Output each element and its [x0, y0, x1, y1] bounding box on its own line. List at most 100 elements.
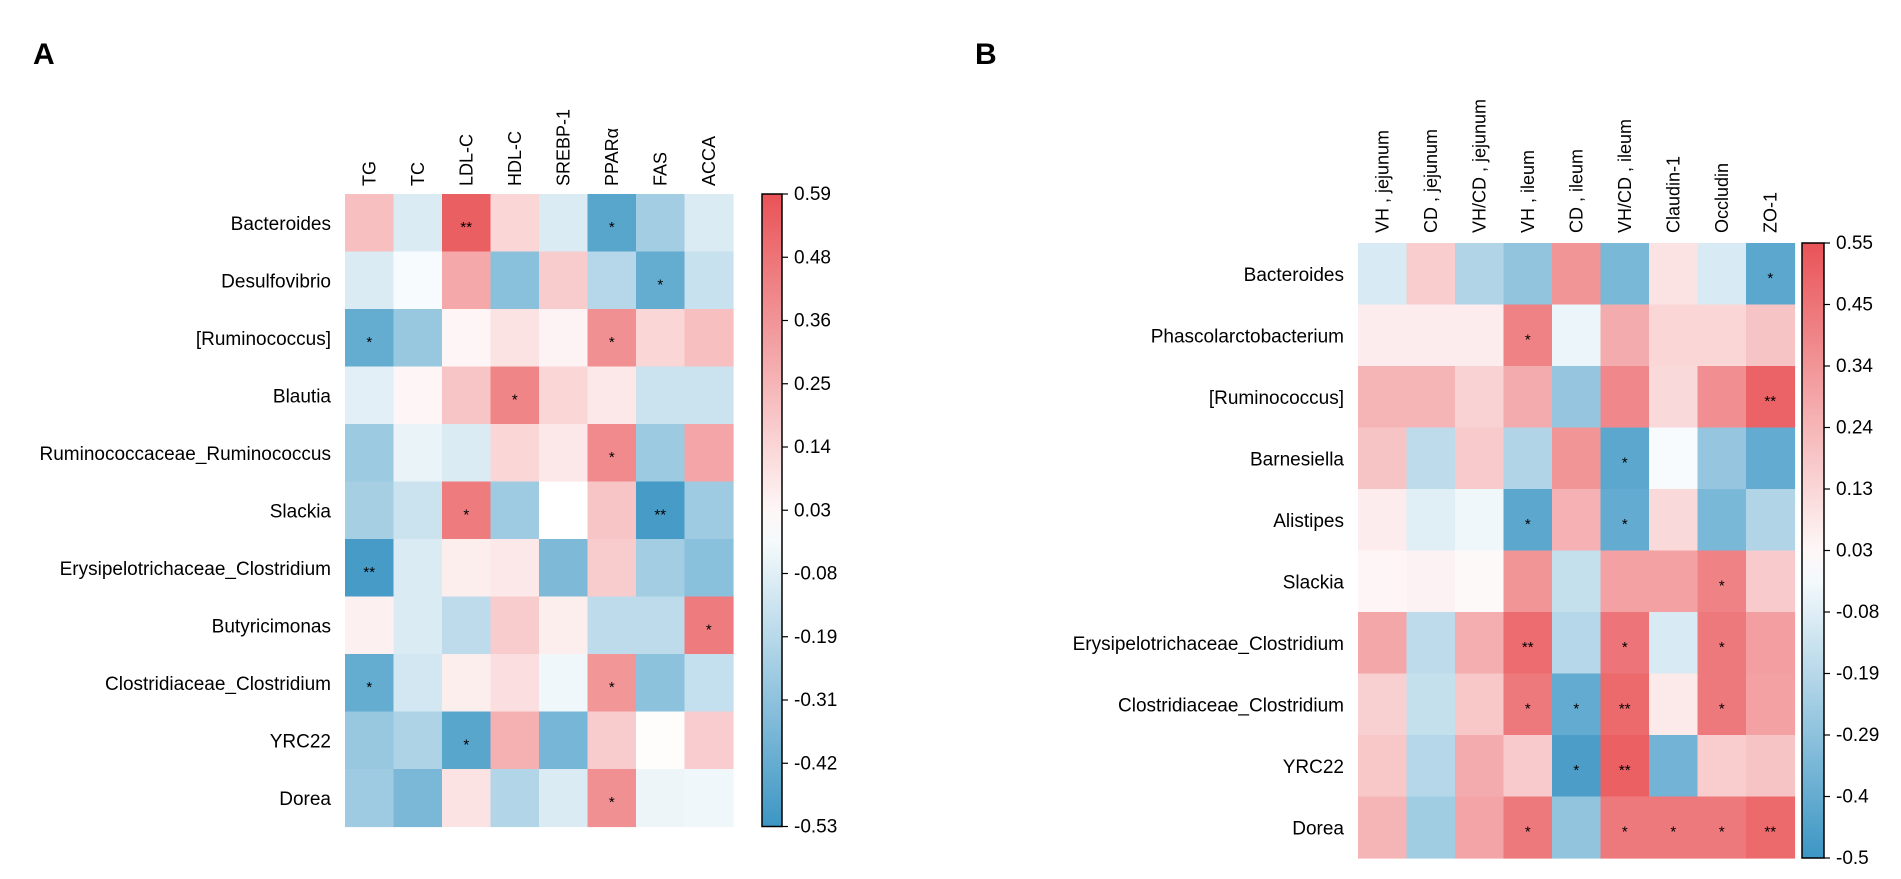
- heatmap-cell: [587, 481, 637, 540]
- heatmap-cell: [1552, 796, 1602, 859]
- heatmap-cell: [442, 654, 492, 713]
- significance-marker: *: [609, 679, 615, 696]
- heatmap-cell: [1600, 735, 1650, 798]
- panel-label-b: B: [975, 38, 997, 71]
- heatmap-cell: [539, 596, 589, 655]
- heatmap-cell: [393, 309, 443, 368]
- heatmap-cell: [442, 539, 492, 598]
- heatmap-cell: [1552, 489, 1602, 552]
- heatmap-cell: [1746, 550, 1796, 613]
- column-label: TC: [408, 162, 428, 186]
- colorbar-tick-label: -0.29: [1836, 725, 1879, 746]
- heatmap-cell: [1406, 796, 1456, 859]
- heatmap-cell: [1503, 366, 1553, 429]
- heatmap-cell: [1697, 427, 1747, 490]
- heatmap-cell: [345, 539, 395, 598]
- heatmap-cell: [1358, 550, 1408, 613]
- heatmap-cell: [1552, 304, 1602, 367]
- heatmap-cell: [1406, 243, 1456, 306]
- heatmap-cell: [345, 366, 395, 425]
- column-label: LDL-C: [456, 134, 476, 186]
- heatmap-cell: [1746, 489, 1796, 552]
- heatmap-cell: [1746, 243, 1796, 306]
- heatmap-cell: [393, 194, 443, 253]
- heatmap-cell: [539, 769, 589, 828]
- row-label: Phascolarctobacterium: [1151, 326, 1344, 347]
- heatmap-cell: [539, 309, 589, 368]
- heatmap-cell: [587, 251, 637, 310]
- column-label: CD , ileum: [1566, 149, 1586, 233]
- heatmap-cell: [1503, 427, 1553, 490]
- heatmap-cell: [1455, 427, 1505, 490]
- heatmap-cell: [684, 769, 734, 828]
- heatmap-cell: [490, 596, 540, 655]
- row-label: Ruminococcaceae_Ruminococcus: [40, 444, 331, 465]
- colorbar-tick-label: 0.25: [794, 374, 831, 395]
- colorbar-tick-label: -0.08: [1836, 602, 1879, 623]
- significance-marker: *: [1622, 639, 1628, 656]
- colorbar-tick-label: 0.59: [794, 184, 831, 205]
- heatmap-cell: [1455, 366, 1505, 429]
- row-label: Dorea: [279, 789, 331, 810]
- heatmap-cell: [442, 481, 492, 540]
- colorbar-tick-label: -0.31: [794, 690, 837, 711]
- heatmap-cell: [636, 481, 686, 540]
- colorbar-tick-label: -0.42: [794, 753, 837, 774]
- heatmap-cell: [490, 654, 540, 713]
- heatmap-cell: [684, 309, 734, 368]
- heatmap-cell: [393, 711, 443, 770]
- heatmap-cell: [1406, 550, 1456, 613]
- row-label: Clostridiaceae_Clostridium: [1118, 695, 1344, 716]
- heatmap-cell: [490, 194, 540, 253]
- heatmap-cell: [442, 596, 492, 655]
- heatmap-cell: [684, 424, 734, 483]
- heatmap-cell: [1455, 796, 1505, 859]
- heatmap-cell: [1503, 243, 1553, 306]
- heatmap-cell: [345, 769, 395, 828]
- heatmap-cell: [1455, 550, 1505, 613]
- heatmap-cell: [1503, 489, 1553, 552]
- heatmap-cell: [539, 539, 589, 598]
- significance-marker: *: [1670, 823, 1676, 840]
- colorbar-tick-label: 0.03: [794, 500, 831, 521]
- heatmap-cell: [442, 309, 492, 368]
- column-label: TG: [359, 161, 379, 186]
- colorbar-tick-label: 0.03: [1836, 541, 1873, 562]
- significance-marker: *: [1622, 823, 1628, 840]
- heatmap-cell: [1746, 796, 1796, 859]
- significance-marker: *: [1719, 823, 1725, 840]
- row-label: Erysipelotrichaceae_Clostridium: [1073, 634, 1344, 655]
- colorbar-tick-label: 0.55: [1836, 233, 1873, 254]
- heatmap-cell: [1406, 427, 1456, 490]
- heatmap-cell: [1649, 427, 1699, 490]
- heatmap-cell: [587, 309, 637, 368]
- heatmap-cell: [442, 711, 492, 770]
- heatmap-cell: [490, 309, 540, 368]
- heatmap-cell: [1503, 304, 1553, 367]
- heatmap-cell: [1358, 612, 1408, 675]
- heatmap-cell: [1358, 243, 1408, 306]
- row-label: Bacteroides: [1244, 265, 1344, 286]
- heatmap-cell: [1746, 612, 1796, 675]
- significance-marker: *: [366, 334, 372, 351]
- heatmap-cell: [442, 194, 492, 253]
- row-label: Dorea: [1292, 818, 1344, 839]
- heatmap-cell: [345, 194, 395, 253]
- heatmap-cell: [587, 194, 637, 253]
- significance-marker: *: [609, 219, 615, 236]
- heatmap-cell: [636, 711, 686, 770]
- significance-marker: **: [654, 506, 666, 523]
- significance-marker: *: [1525, 331, 1531, 348]
- heatmap-cell: [1649, 612, 1699, 675]
- heatmap-cell: [1503, 612, 1553, 675]
- colorbar: [761, 193, 783, 828]
- heatmap-cell: [636, 309, 686, 368]
- heatmap-cell: [684, 654, 734, 713]
- colorbar-tick-label: -0.4: [1836, 787, 1869, 808]
- column-label: Occludin: [1712, 163, 1732, 233]
- panel-label-a: A: [33, 38, 55, 71]
- heatmap-cell: [1746, 735, 1796, 798]
- significance-marker: **: [1522, 639, 1534, 656]
- significance-marker: *: [657, 276, 663, 293]
- heatmap-cell: [684, 711, 734, 770]
